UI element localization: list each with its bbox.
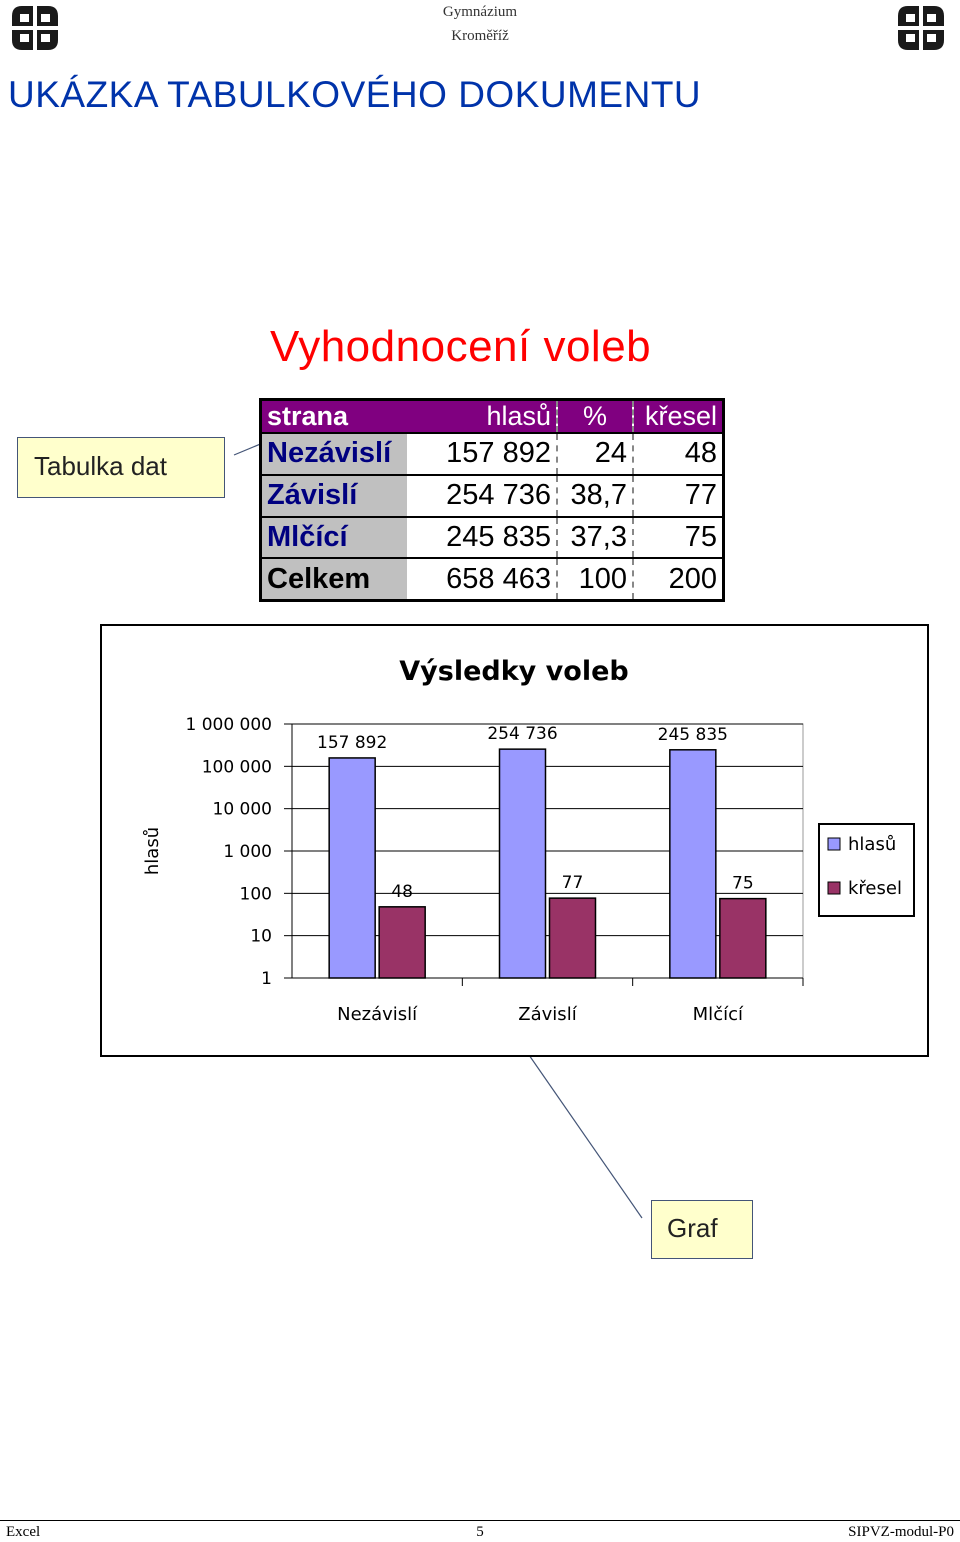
y-tick-label: 10 000 [213, 800, 272, 820]
data-label: 157 892 [317, 733, 387, 753]
data-label: 77 [562, 873, 584, 893]
table-callout: Tabulka dat [17, 437, 225, 498]
data-table: strana hlasů % křesel Nezávislí 157 892 … [259, 398, 725, 602]
y-axis-title: hlasů [142, 827, 163, 875]
table-header-cell: hlasů [407, 401, 557, 433]
table-header-row: strana hlasů % křesel [262, 401, 722, 433]
table-cell: 48 [632, 433, 722, 475]
table-cell: Mlčící [262, 516, 407, 559]
school-name: Gymnázium [442, 4, 518, 20]
x-tick-label: Závislí [518, 1004, 577, 1025]
legend-label: hlasů [848, 834, 896, 855]
bar [669, 749, 717, 979]
legend-swatch [827, 881, 841, 895]
data-label: 245 835 [658, 725, 728, 745]
table-header-cell: strana [262, 401, 407, 433]
table-cell: 658 463 [446, 562, 551, 595]
data-label: 75 [732, 874, 754, 894]
chart-callout-line [519, 1041, 643, 1219]
table-row: Nezávislí 157 892 24 48 [262, 433, 722, 475]
table-cell: 157 892 [446, 437, 551, 470]
election-chart: Výsledky voleb 1 10 100 1 000 10 000 100 000 1 … [142, 656, 915, 1025]
bar [378, 906, 426, 979]
table-row: Závislí 254 736 38,7 77 [262, 474, 722, 517]
legend-label: křesel [848, 878, 902, 899]
table-cell: Závislí [262, 474, 407, 517]
table-header-cell: křesel [632, 401, 722, 433]
table-cell: 24 [556, 433, 633, 475]
table-header-cell: % [556, 401, 633, 433]
table-row: Mlčící 245 835 37,3 75 [262, 516, 722, 559]
table-cell: 77 [632, 474, 722, 517]
page-title: UKÁZKA TABULKOVÉHO DOKUMENTU [8, 74, 702, 115]
footer-right: SIPVZ-modul-P0 [848, 1524, 954, 1540]
school-logo-left [12, 6, 58, 50]
bar [498, 748, 547, 979]
spreadsheet-title: Vyhodnocení voleb [270, 322, 652, 371]
bar [328, 757, 376, 979]
table-cell: 75 [632, 516, 722, 559]
legend-swatch [827, 837, 841, 851]
table-cell: 37,3 [556, 516, 633, 559]
footer-left: Excel [6, 1524, 41, 1540]
chart-title: Výsledky voleb [399, 656, 628, 687]
bar [548, 897, 597, 979]
table-cell: Celkem [262, 558, 407, 599]
school-logo-right [898, 6, 944, 50]
table-cell: 200 [632, 558, 722, 599]
x-tick-label: Mlčící [693, 1004, 744, 1025]
chart-container: Výsledky voleb 1 10 100 1 000 10 000 100 000 1 … [100, 624, 929, 1057]
y-tick-label: 10 [250, 927, 272, 947]
footer-page-number: 5 [476, 1524, 484, 1540]
y-tick-label: 1 000 [223, 842, 272, 862]
data-label: 48 [391, 882, 413, 902]
footer-divider [0, 1520, 960, 1521]
table-cell: 254 736 [446, 479, 551, 512]
table-cell: Nezávislí [262, 433, 407, 475]
y-tick-label: 100 [240, 884, 272, 904]
y-tick-label: 1 [261, 969, 272, 989]
table-cell: 38,7 [556, 474, 633, 517]
y-tick-label: 100 000 [202, 757, 272, 777]
y-tick-label: 1 000 000 [185, 715, 272, 735]
table-row: Celkem 658 463 100 200 [262, 558, 722, 599]
chart-callout: Graf [651, 1200, 753, 1259]
bar [719, 897, 767, 979]
data-label: 254 736 [487, 724, 557, 744]
x-tick-label: Nezávislí [337, 1004, 418, 1025]
school-town: Kroměříž [451, 28, 509, 44]
table-cell: 100 [556, 558, 633, 599]
table-cell: 245 835 [446, 520, 551, 553]
